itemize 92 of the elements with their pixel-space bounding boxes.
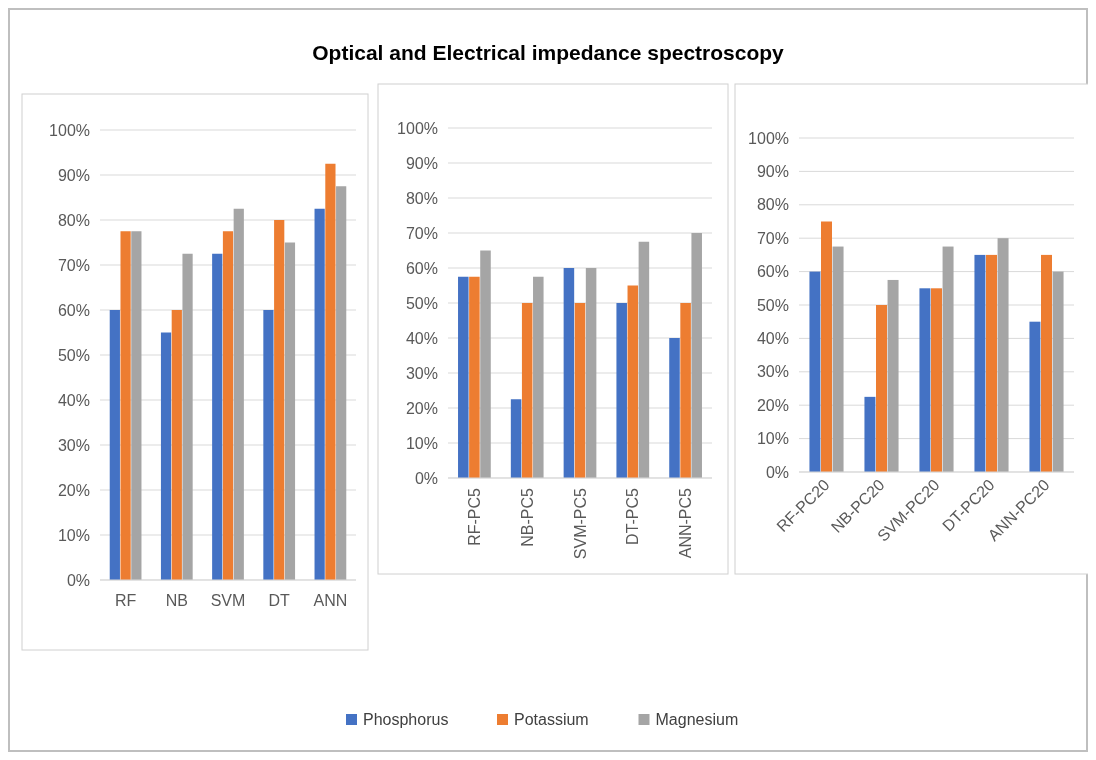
- bar: [1052, 271, 1064, 472]
- bar: [469, 276, 480, 478]
- bar: [274, 220, 285, 580]
- y-tick-label: 30%: [756, 363, 789, 381]
- y-tick-label: 0%: [414, 469, 438, 487]
- y-tick-label: 40%: [57, 391, 90, 409]
- bar: [864, 396, 876, 472]
- y-tick-label: 80%: [405, 189, 438, 207]
- y-tick-label: 50%: [57, 346, 90, 364]
- bar: [1041, 254, 1052, 472]
- legend-label: Magnesium: [655, 711, 739, 729]
- bar: [627, 285, 639, 478]
- bar: [680, 303, 691, 478]
- bar: [887, 279, 899, 472]
- bar: [233, 208, 244, 580]
- bar: [314, 208, 325, 580]
- y-tick-label: 20%: [756, 396, 789, 414]
- bar: [563, 268, 575, 478]
- bar: [521, 303, 533, 478]
- bar: [809, 271, 821, 472]
- y-tick-label: 50%: [405, 294, 438, 312]
- y-tick-label: 100%: [748, 129, 789, 147]
- y-tick-label: 20%: [405, 399, 438, 417]
- x-tick-label: RF: [114, 592, 137, 609]
- x-tick-label: RF-PC5: [466, 487, 483, 546]
- y-tick-label: 80%: [57, 211, 90, 229]
- y-tick-label: 30%: [57, 436, 90, 454]
- y-tick-label: 60%: [756, 263, 789, 281]
- y-tick-label: 10%: [405, 434, 438, 452]
- y-tick-label: 90%: [756, 163, 789, 180]
- y-tick-label: 100%: [49, 121, 90, 139]
- legend-label: Potassium: [514, 711, 589, 729]
- bar: [160, 332, 172, 580]
- bar: [222, 231, 234, 580]
- bar: [131, 231, 142, 580]
- bar: [876, 305, 887, 472]
- y-tick-label: 40%: [405, 329, 438, 347]
- bar: [919, 288, 931, 472]
- y-tick-label: 70%: [57, 256, 90, 274]
- y-tick-label: 60%: [57, 301, 90, 319]
- bar: [1029, 321, 1041, 472]
- bar: [669, 338, 680, 478]
- bar: [182, 253, 193, 580]
- bar: [120, 231, 131, 580]
- chart-title: Optical and Electrical impedance spectroscopy: [312, 41, 785, 64]
- y-tick-label: 10%: [57, 526, 90, 544]
- y-tick-label: 50%: [756, 296, 789, 314]
- bar: [325, 163, 336, 580]
- x-tick-label: DT: [268, 592, 291, 609]
- bar: [480, 250, 491, 478]
- y-tick-label: 10%: [756, 430, 789, 448]
- x-tick-label: NB: [165, 592, 188, 609]
- bar: [832, 246, 844, 472]
- bar: [616, 303, 627, 478]
- bar: [510, 399, 522, 478]
- y-tick-label: 40%: [756, 330, 789, 347]
- bar: [284, 242, 296, 580]
- y-tick-label: 0%: [765, 463, 789, 481]
- y-tick-label: 80%: [756, 196, 789, 214]
- bar: [997, 238, 1009, 472]
- x-tick-label: ANN-PC5: [677, 487, 695, 559]
- bar: [212, 253, 223, 580]
- y-tick-label: 90%: [405, 154, 438, 172]
- bar: [533, 276, 544, 478]
- bar: [931, 288, 942, 472]
- bar: [691, 233, 702, 478]
- x-tick-label: DT-PC5: [624, 487, 642, 545]
- x-tick-label: SVM-PC5: [571, 487, 589, 560]
- y-tick-label: 70%: [756, 229, 789, 247]
- bar: [986, 254, 997, 472]
- bar: [171, 310, 182, 580]
- bar: [109, 310, 120, 580]
- y-tick-label: 60%: [405, 259, 438, 277]
- bar: [585, 268, 597, 478]
- bar: [263, 310, 274, 580]
- y-tick-label: 90%: [57, 166, 90, 184]
- legend-label: Phosphorus: [363, 711, 449, 729]
- bar: [638, 241, 650, 478]
- y-tick-label: 20%: [57, 481, 90, 499]
- bar: [821, 221, 832, 472]
- bar: [974, 254, 986, 472]
- bar: [336, 186, 347, 580]
- y-tick-label: 100%: [397, 119, 438, 137]
- y-tick-label: 0%: [66, 571, 90, 589]
- x-tick-label: NB-PC5: [518, 487, 536, 547]
- bar: [942, 246, 954, 472]
- bar: [574, 303, 586, 478]
- x-tick-label: ANN: [313, 592, 348, 609]
- bar: [458, 276, 469, 478]
- y-tick-label: 70%: [405, 224, 438, 242]
- y-tick-label: 30%: [405, 364, 438, 382]
- x-tick-label: SVM: [210, 592, 246, 609]
